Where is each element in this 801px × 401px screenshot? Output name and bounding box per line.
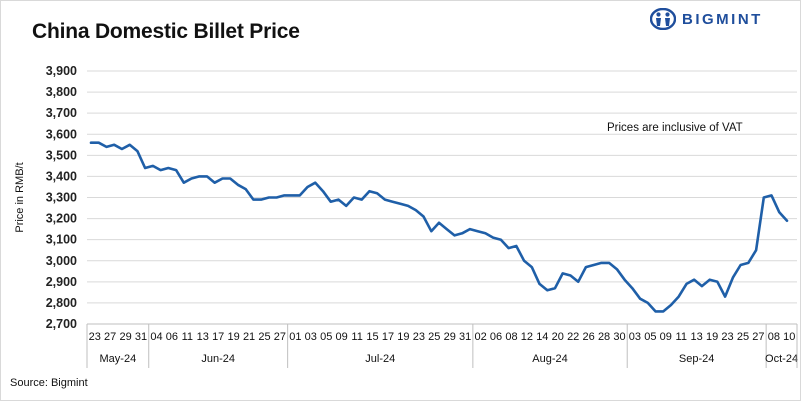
x-tick-label: 03: [305, 331, 317, 343]
y-tick-label: 2,700: [46, 317, 77, 331]
y-tick-label: 3,700: [46, 106, 77, 120]
y-tick-label: 3,400: [46, 169, 77, 183]
x-tick-label: 31: [459, 331, 471, 343]
x-tick-label: 27: [274, 331, 286, 343]
y-tick-label: 3,900: [46, 64, 77, 78]
y-tick-label: 2,800: [46, 296, 77, 310]
y-tick-label: 3,600: [46, 127, 77, 141]
y-tick-label: 3,300: [46, 191, 77, 205]
x-tick-label: 22: [567, 331, 579, 343]
vat-annotation: Prices are inclusive of VAT: [607, 122, 743, 134]
x-tick-label: 23: [413, 331, 425, 343]
x-tick-label: 30: [613, 331, 625, 343]
chart-title: China Domestic Billet Price: [32, 20, 300, 43]
x-tick-label: 11: [182, 331, 193, 343]
y-tick-label: 3,100: [46, 233, 77, 247]
y-tick-label: 3,200: [46, 212, 77, 226]
x-tick-label: 13: [197, 331, 209, 343]
bigmint-logo-icon: [650, 8, 676, 30]
x-tick-label: 11: [676, 331, 687, 343]
bigmint-logo-text: BIGMINT: [682, 10, 763, 28]
month-label: Jun-24: [201, 353, 235, 365]
y-tick-label: 3,800: [46, 85, 77, 99]
y-tick-label: 3,500: [46, 148, 77, 162]
month-label: Jul-24: [365, 353, 395, 365]
month-label: Oct-24: [765, 353, 798, 365]
x-tick-label: 21: [243, 331, 255, 343]
y-tick-label: 2,900: [46, 275, 77, 289]
x-tick-label: 09: [336, 331, 348, 343]
x-tick-label: 26: [583, 331, 595, 343]
x-tick-label: 08: [505, 331, 517, 343]
x-tick-label: 19: [228, 331, 240, 343]
x-tick-label: 31: [135, 331, 147, 343]
x-tick-label: 25: [428, 331, 440, 343]
month-label: May-24: [100, 353, 137, 365]
x-tick-label: 05: [320, 331, 332, 343]
x-tick-label: 17: [212, 331, 224, 343]
x-tick-label: 02: [474, 331, 486, 343]
x-tick-label: 09: [660, 331, 672, 343]
bigmint-logo: BIGMINT: [650, 8, 763, 30]
x-tick-label: 19: [397, 331, 409, 343]
x-tick-label: 25: [737, 331, 749, 343]
x-tick-label: 28: [598, 331, 610, 343]
x-tick-label: 14: [536, 331, 548, 343]
month-label: Sep-24: [679, 353, 714, 365]
x-tick-label: 25: [258, 331, 270, 343]
price-series-line: [89, 141, 789, 313]
x-tick-label: 10: [783, 331, 795, 343]
month-label: Aug-24: [532, 353, 567, 365]
x-tick-label: 12: [521, 331, 533, 343]
x-tick-label: 13: [691, 331, 703, 343]
x-tick-label: 27: [752, 331, 764, 343]
x-tick-label: 20: [552, 331, 564, 343]
x-tick-label: 29: [444, 331, 456, 343]
x-tick-label: 08: [768, 331, 780, 343]
x-tick-label: 01: [289, 331, 301, 343]
x-tick-label: 19: [706, 331, 718, 343]
x-tick-label: 17: [382, 331, 394, 343]
y-axis-label: Price in RMB/t: [14, 162, 26, 232]
x-tick-label: 23: [721, 331, 733, 343]
x-tick-label: 15: [366, 331, 378, 343]
x-tick-label: 23: [89, 331, 101, 343]
source-note: Source: Bigmint: [10, 377, 88, 389]
x-tick-label: 03: [629, 331, 641, 343]
x-tick-label: 27: [104, 331, 116, 343]
x-tick-label: 11: [351, 331, 362, 343]
x-tick-label: 06: [490, 331, 502, 343]
x-tick-label: 05: [644, 331, 656, 343]
x-tick-label: 29: [119, 331, 131, 343]
x-tick-label: 06: [166, 331, 178, 343]
y-tick-label: 3,000: [46, 254, 77, 268]
x-tick-label: 04: [150, 331, 162, 343]
